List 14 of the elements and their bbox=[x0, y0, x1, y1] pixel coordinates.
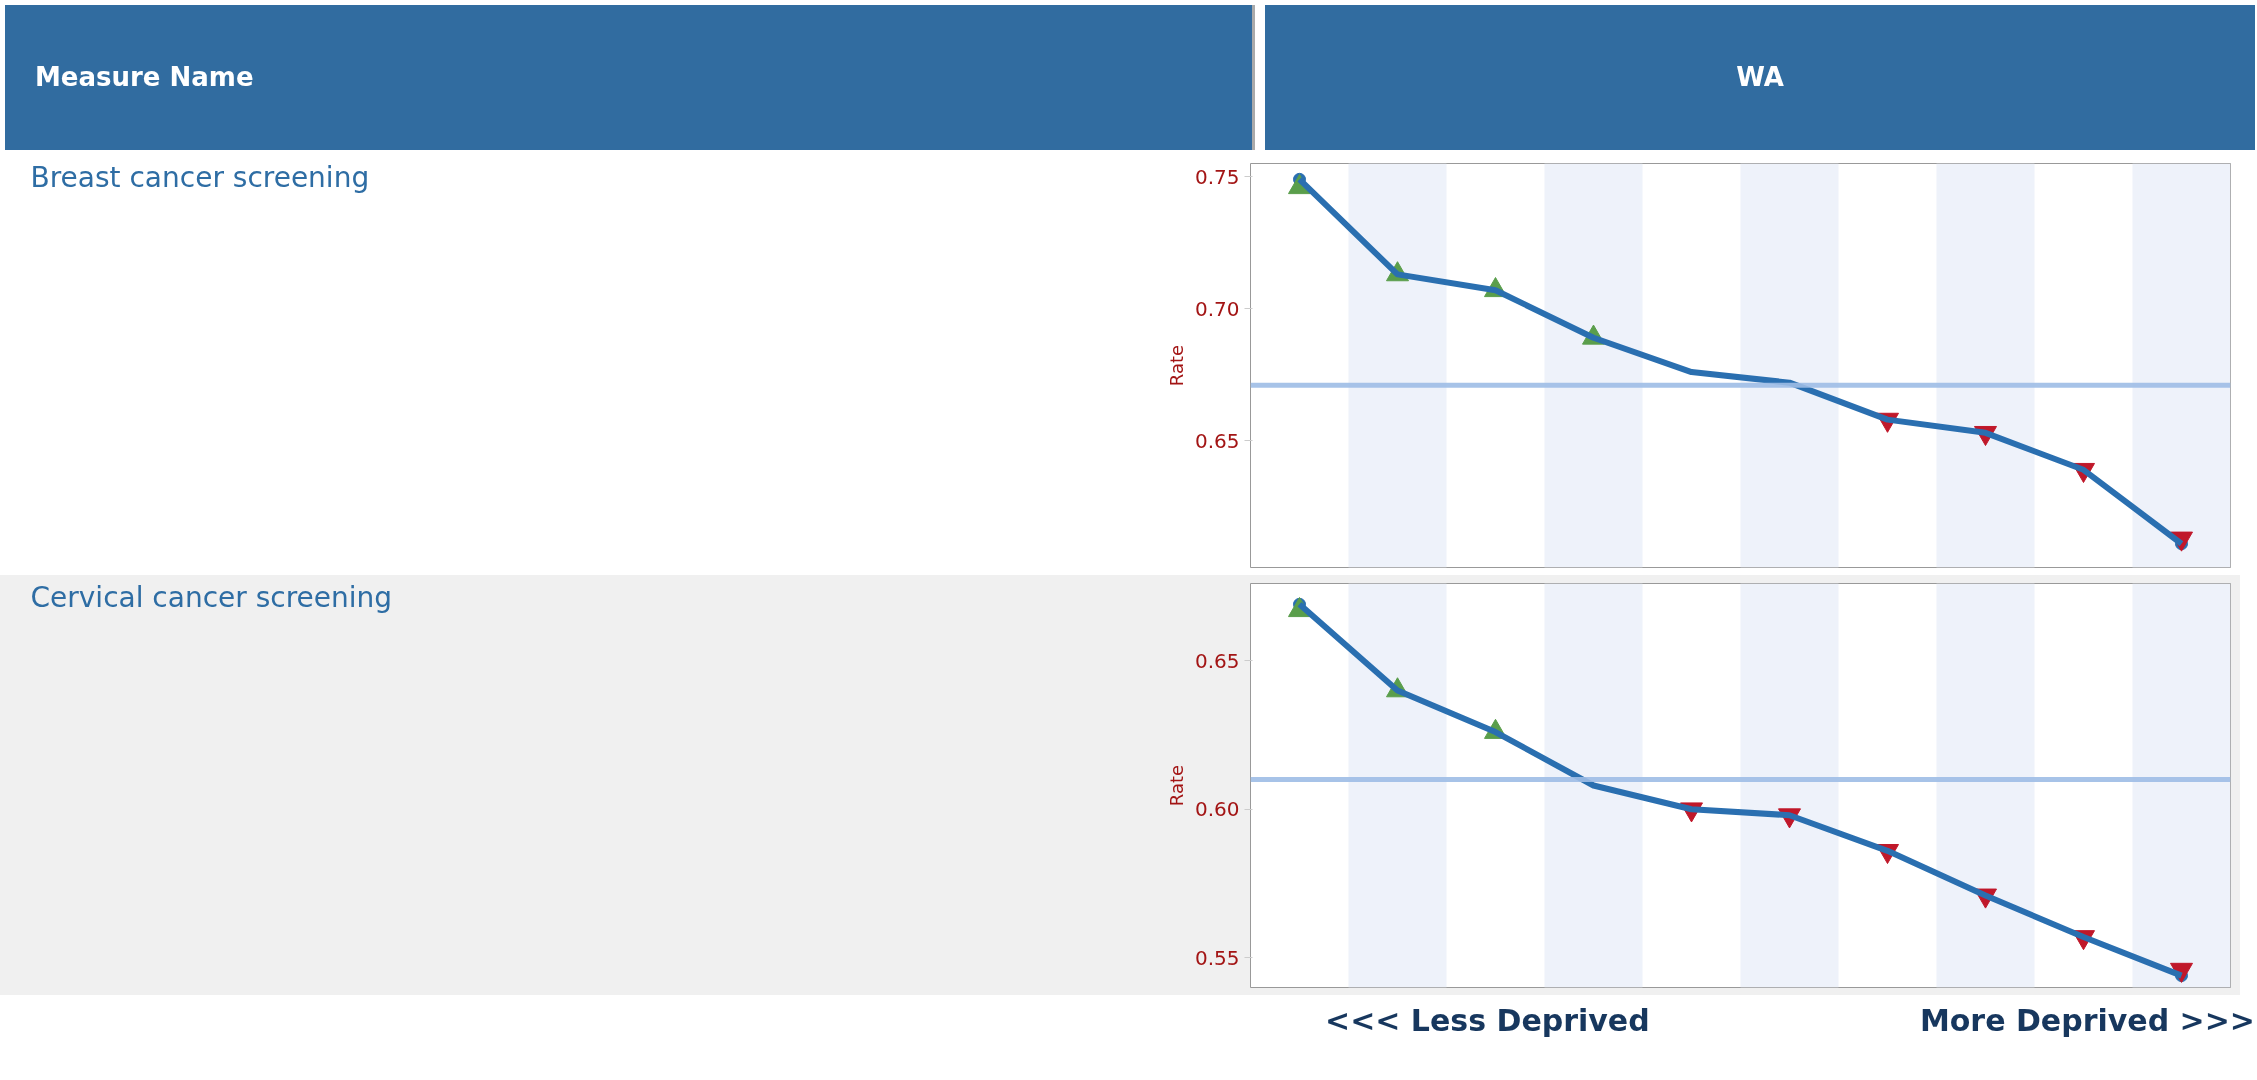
y-axis-title: Rate bbox=[1165, 344, 1187, 387]
text: <<< Less Deprived bbox=[1325, 1002, 1650, 1040]
text: Breast cancer screening bbox=[30, 160, 370, 194]
y-tick-label: 0.75 bbox=[1194, 164, 1240, 189]
y-tick-label: 0.60 bbox=[1194, 797, 1240, 822]
text: Measure Name bbox=[35, 60, 254, 94]
y-axis-title: Rate bbox=[1165, 764, 1187, 807]
text: More Deprived >>> bbox=[1919, 1002, 2255, 1040]
y-tick-label: 0.65 bbox=[1194, 648, 1240, 673]
y-tick-label: 0.65 bbox=[1194, 428, 1240, 453]
y-tick-label: 0.70 bbox=[1194, 296, 1240, 321]
y-tick-label: 0.55 bbox=[1194, 945, 1240, 970]
text: Cervical cancer screening bbox=[30, 580, 393, 614]
text: WA bbox=[1736, 60, 1784, 94]
